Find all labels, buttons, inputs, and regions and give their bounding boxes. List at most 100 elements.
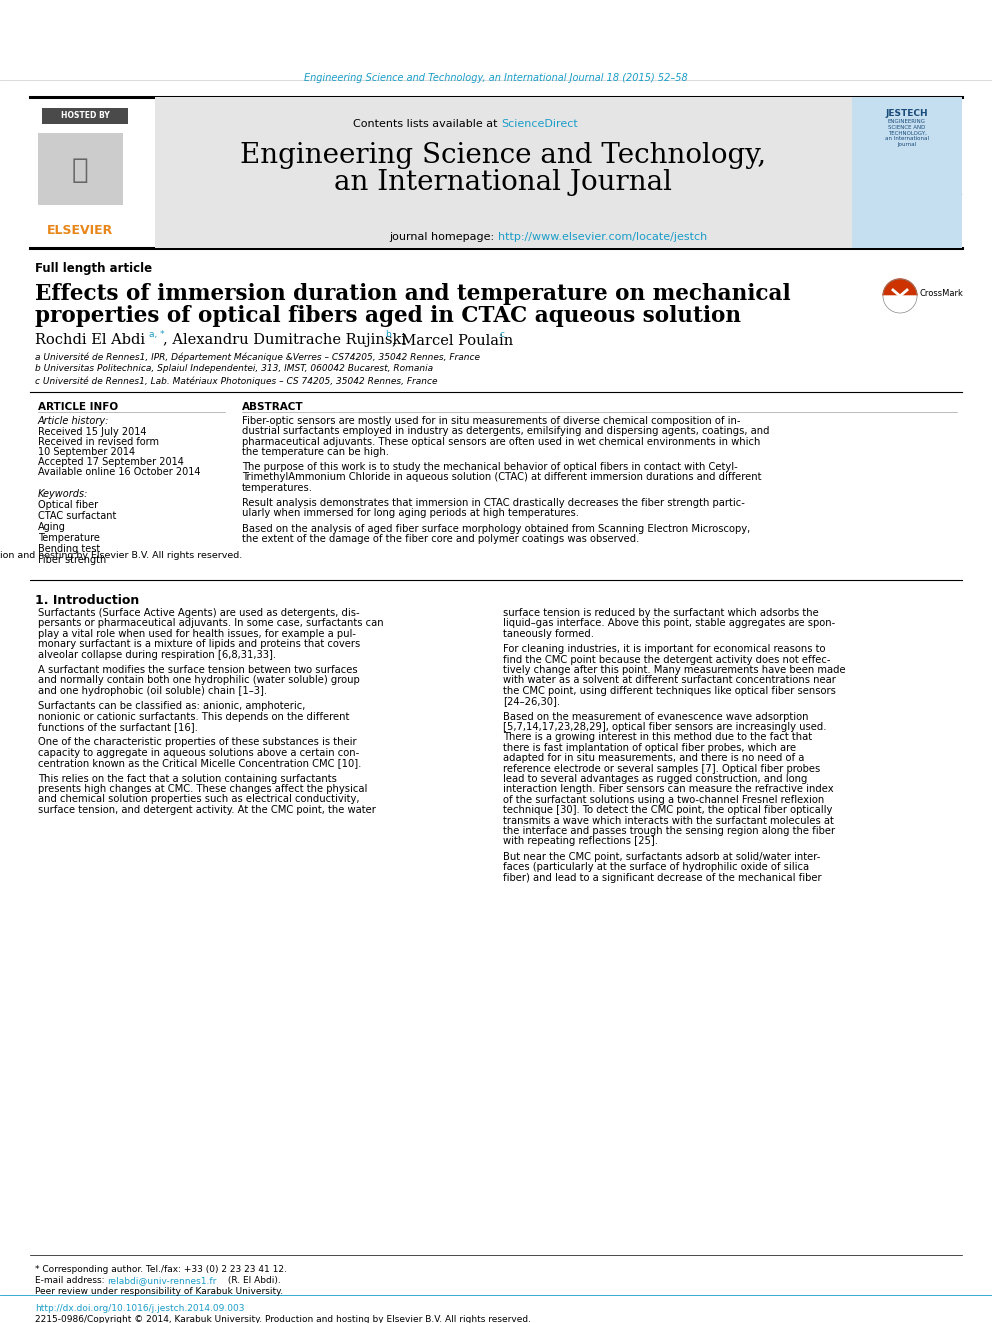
Text: transmits a wave which interacts with the surfactant molecules at: transmits a wave which interacts with th… [503,815,834,826]
Text: ELSEVIER: ELSEVIER [47,224,113,237]
Text: Surfactants can be classified as: anionic, amphoteric,: Surfactants can be classified as: anioni… [38,701,306,712]
Text: adapted for in situ measurements, and there is no need of a: adapted for in situ measurements, and th… [503,753,805,763]
Text: faces (particularly at the surface of hydrophilic oxide of silica: faces (particularly at the surface of hy… [503,863,809,872]
Text: the interface and passes trough the sensing region along the fiber: the interface and passes trough the sens… [503,826,835,836]
Text: surface tension, and detergent activity. At the CMC point, the water: surface tension, and detergent activity.… [38,804,376,815]
Text: Optical fiber: Optical fiber [38,500,98,509]
Text: Contents lists available at: Contents lists available at [353,119,501,130]
Text: of the surfactant solutions using a two-channel Fresnel reflexion: of the surfactant solutions using a two-… [503,795,824,804]
Text: CTAC surfactant: CTAC surfactant [38,511,116,521]
Text: * Corresponding author. Tel./fax: +33 (0) 2 23 23 41 12.: * Corresponding author. Tel./fax: +33 (0… [35,1265,287,1274]
Text: monary surfactant is a mixture of lipids and proteins that covers: monary surfactant is a mixture of lipids… [38,639,360,650]
Text: HOSTED BY: HOSTED BY [61,111,109,120]
Text: Based on the measurement of evanescence wave adsorption: Based on the measurement of evanescence … [503,712,808,721]
Text: c: c [499,329,504,339]
Text: Accepted 17 September 2014: Accepted 17 September 2014 [38,456,184,467]
Text: The purpose of this work is to study the mechanical behavior of optical fibers i: The purpose of this work is to study the… [242,462,738,472]
Text: a, *: a, * [149,329,165,339]
Text: nonionic or cationic surfactants. This depends on the different: nonionic or cationic surfactants. This d… [38,712,349,721]
Text: a Université de Rennes1, IPR, Département Mécanique &Verres – CS74205, 35042 Ren: a Université de Rennes1, IPR, Départemen… [35,352,480,361]
Text: Copyright © 2014, Karabuk University. Production and hosting by Elsevier B.V. Al: Copyright © 2014, Karabuk University. Pr… [0,552,242,561]
Text: alveolar collapse during respiration [6,8,31,33].: alveolar collapse during respiration [6,… [38,650,276,660]
Text: with repeating reflections [25].: with repeating reflections [25]. [503,836,658,847]
Text: surface tension is reduced by the surfactant which adsorbs the: surface tension is reduced by the surfac… [503,609,818,618]
Text: there is fast implantation of optical fiber probes, which are: there is fast implantation of optical fi… [503,742,797,753]
Text: Bending test: Bending test [38,544,100,554]
Text: the temperature can be high.: the temperature can be high. [242,447,389,456]
Text: capacity to aggregate in aqueous solutions above a certain con-: capacity to aggregate in aqueous solutio… [38,747,359,758]
Text: play a vital role when used for health issues, for example a pul-: play a vital role when used for health i… [38,628,356,639]
Text: For cleaning industries, it is important for economical reasons to: For cleaning industries, it is important… [503,644,825,654]
Text: http://dx.doi.org/10.1016/j.jestch.2014.09.003: http://dx.doi.org/10.1016/j.jestch.2014.… [35,1304,244,1312]
Text: , Marcel Poulain: , Marcel Poulain [392,333,513,347]
Text: b: b [385,329,391,339]
Text: There is a growing interest in this method due to the fact that: There is a growing interest in this meth… [503,733,812,742]
Text: with water as a solvent at different surfactant concentrations near: with water as a solvent at different sur… [503,676,836,685]
Bar [852,97,962,247]
Text: ScienceDirect: ScienceDirect [501,119,577,130]
Text: But near the CMC point, surfactants adsorb at solid/water inter-: But near the CMC point, surfactants adso… [503,852,820,861]
Text: 2215-0986/Copyright © 2014, Karabuk University. Production and hosting by Elsevi: 2215-0986/Copyright © 2014, Karabuk Univ… [35,1315,531,1323]
Text: Received in revised form: Received in revised form [38,437,159,447]
Text: Full length article: Full length article [35,262,152,275]
Text: properties of optical fibers aged in CTAC aqueous solution: properties of optical fibers aged in CTA… [35,306,741,327]
Text: interaction length. Fiber sensors can measure the refractive index: interaction length. Fiber sensors can me… [503,785,833,794]
Text: (R. El Abdi).: (R. El Abdi). [225,1275,281,1285]
Text: JESTECH: JESTECH [886,108,929,118]
Text: relabdi@univ-rennes1.fr: relabdi@univ-rennes1.fr [107,1275,216,1285]
Text: dustrial surfactants employed in industry as detergents, emilsifying and dispers: dustrial surfactants employed in industr… [242,426,770,437]
Text: Peer review under responsibility of Karabuk University.: Peer review under responsibility of Kara… [35,1287,283,1297]
Bar [852,97,962,247]
Text: CrossMark: CrossMark [920,290,964,299]
Text: http://www.elsevier.com/locate/jestch: http://www.elsevier.com/locate/jestch [498,232,707,242]
Text: taneously formed.: taneously formed. [503,628,594,639]
Text: Keywords:: Keywords: [38,490,88,499]
Bar [155,97,852,247]
Text: Fiber strength: Fiber strength [38,556,106,565]
Wedge shape [883,279,917,296]
Text: temperatures.: temperatures. [242,483,313,492]
Text: 🌳: 🌳 [71,156,88,184]
Text: TrimethylAmmonium Chloride in aqueous solution (CTAC) at different immersion dur: TrimethylAmmonium Chloride in aqueous so… [242,472,762,483]
Text: the extent of the damage of the fiber core and polymer coatings was observed.: the extent of the damage of the fiber co… [242,534,640,544]
Text: b Universitas Politechnica, Splaiul Independentei, 313, IMST, 060042 Bucarest, R: b Universitas Politechnica, Splaiul Inde… [35,364,434,373]
Text: [5,7,14,17,23,28,29], optical fiber sensors are increasingly used.: [5,7,14,17,23,28,29], optical fiber sens… [503,722,826,732]
Text: Surfactants (Surface Active Agents) are used as detergents, dis-: Surfactants (Surface Active Agents) are … [38,609,360,618]
Text: Rochdi El Abdi: Rochdi El Abdi [35,333,145,347]
Text: c Université de Rennes1, Lab. Matériaux Photoniques – CS 74205, 35042 Rennes, Fr: c Université de Rennes1, Lab. Matériaux … [35,376,437,385]
Text: This relies on the fact that a solution containing surfactants: This relies on the fact that a solution … [38,774,337,783]
Text: 1. Introduction: 1. Introduction [35,594,139,607]
Text: E-mail address:: E-mail address: [35,1275,107,1285]
Text: liquid–gas interface. Above this point, stable aggregates are spon-: liquid–gas interface. Above this point, … [503,618,835,628]
Text: A surfactant modifies the surface tension between two surfaces: A surfactant modifies the surface tensio… [38,665,358,675]
Text: Effects of immersion duration and temperature on mechanical: Effects of immersion duration and temper… [35,283,791,306]
Text: ARTICLE INFO: ARTICLE INFO [38,402,118,411]
Text: One of the characteristic properties of these substances is their: One of the characteristic properties of … [38,737,357,747]
Text: Temperature: Temperature [38,533,100,542]
Text: and chemical solution properties such as electrical conductivity,: and chemical solution properties such as… [38,794,359,804]
Text: , Alexandru Dumitrache Rujinski: , Alexandru Dumitrache Rujinski [163,333,406,347]
Text: technique [30]. To detect the CMC point, the optical fiber optically: technique [30]. To detect the CMC point,… [503,806,832,815]
Text: functions of the surfactant [16].: functions of the surfactant [16]. [38,722,197,732]
Text: Article history:: Article history: [38,415,109,426]
Text: find the CMC point because the detergent activity does not effec-: find the CMC point because the detergent… [503,655,830,664]
Text: Available online 16 October 2014: Available online 16 October 2014 [38,467,200,478]
Text: presents high changes at CMC. These changes affect the physical: presents high changes at CMC. These chan… [38,785,367,794]
Text: pharmaceutical adjuvants. These optical sensors are often used in wet chemical e: pharmaceutical adjuvants. These optical … [242,437,761,447]
Text: journal homepage:: journal homepage: [390,232,498,242]
Text: ENGINEERING
SCIENCE AND
TECHNOLOGY,
an International
Journal: ENGINEERING SCIENCE AND TECHNOLOGY, an I… [885,119,929,147]
Bar [42,108,128,124]
Text: Received 15 July 2014: Received 15 July 2014 [38,427,147,437]
Text: Fiber-optic sensors are mostly used for in situ measurements of diverse chemical: Fiber-optic sensors are mostly used for … [242,415,740,426]
Text: and normally contain both one hydrophilic (water soluble) group: and normally contain both one hydrophili… [38,676,360,685]
Text: Result analysis demonstrates that immersion in CTAC drastically decreases the fi: Result analysis demonstrates that immers… [242,497,745,508]
Text: 10 September 2014: 10 September 2014 [38,447,135,456]
Text: Engineering Science and Technology, an International Journal 18 (2015) 52–58: Engineering Science and Technology, an I… [305,73,687,83]
Text: lead to several advantages as rugged construction, and long: lead to several advantages as rugged con… [503,774,807,785]
Text: [24–26,30].: [24–26,30]. [503,696,560,706]
Text: ABSTRACT: ABSTRACT [242,402,304,411]
Bar [38,134,123,205]
Text: the CMC point, using different techniques like optical fiber sensors: the CMC point, using different technique… [503,685,836,696]
Text: tively change after this point. Many measurements have been made: tively change after this point. Many mea… [503,665,845,675]
Text: and one hydrophobic (oil soluble) chain [1–3].: and one hydrophobic (oil soluble) chain … [38,685,267,696]
